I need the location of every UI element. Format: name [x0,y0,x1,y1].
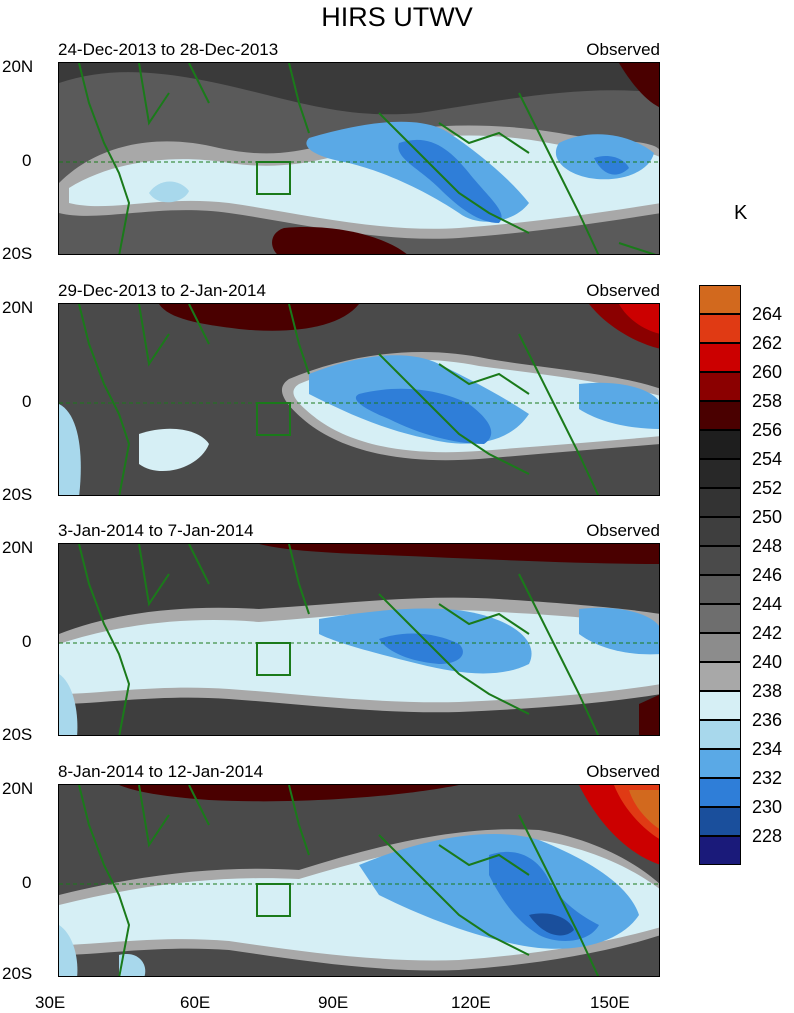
colorbar-swatch [699,372,741,401]
colorbar-tick-label: 256 [752,420,783,440]
colorbar-tick-label: 238 [752,681,783,701]
colorbar-swatch [699,604,741,633]
colorbar-swatch [699,662,741,691]
panel-date-range: 3-Jan-2014 to 7-Jan-2014 [58,521,254,540]
colorbar-swatch [699,691,741,720]
y-tick-label-20s: 20S [2,244,33,263]
y-tick-label-20s: 20S [2,725,33,744]
colorbar-swatch [699,836,741,865]
x-tick-label-150e: 150E [590,993,630,1012]
y-tick-label-0: 0 [22,632,32,651]
panel-source-label: Observed [586,762,660,781]
colorbar-tick-label: 242 [752,623,783,643]
heatmap-field [59,785,659,976]
colorbar-tick-label: 234 [752,739,783,759]
y-tick-label-20n: 20N [2,779,34,798]
panel-date-range: 24-Dec-2013 to 28-Dec-2013 [58,40,279,59]
colorbar-tick-label: 260 [752,362,783,382]
x-tick-label-120e: 120E [451,993,491,1012]
colorbar-tick-label: 240 [752,652,783,672]
heatmap-plot-area [58,543,660,736]
colorbar-swatch [699,459,741,488]
panel-date-range: 29-Dec-2013 to 2-Jan-2014 [58,281,266,300]
heatmap-plot-area [58,784,660,977]
colorbar-tick-label: 254 [752,449,783,469]
colorbar-tick-label: 244 [752,594,783,614]
y-tick-label-20s: 20S [2,485,33,504]
colorbar-tick-label: 232 [752,768,783,788]
colorbar-tick-label: 246 [752,565,783,585]
colorbar-swatch [699,343,741,372]
colorbar-swatch [699,488,741,517]
y-tick-label-0: 0 [22,873,32,892]
y-tick-label-20n: 20N [2,538,34,557]
heatmap-field [59,304,659,495]
colorbar-swatch [699,633,741,662]
heatmap-field [59,63,659,254]
y-tick-label-20n: 20N [2,298,34,317]
colorbar-tick-label: 236 [752,710,783,730]
colorbar-swatch [699,285,741,314]
colorbar-swatch [699,401,741,430]
y-tick-label-0: 0 [22,151,32,170]
x-tick-label-30e: 30E [35,993,66,1012]
colorbar [699,285,741,867]
colorbar-tick-label: 258 [752,391,783,411]
figure-title: HIRS UTWV [321,2,473,32]
colorbar-swatch [699,749,741,778]
colorbar-swatch [699,807,741,836]
colorbar-swatch [699,778,741,807]
x-tick-label-60e: 60E [180,993,211,1012]
x-tick-label-90e: 90E [318,993,349,1012]
heatmap-plot-area [58,303,660,496]
map-panel-4: 8-Jan-2014 to 12-Jan-2014 Observed [0,722,700,977]
panel-source-label: Observed [586,281,660,300]
colorbar-swatch [699,517,741,546]
map-panel-2: 29-Dec-2013 to 2-Jan-2014 Observed [0,241,700,496]
y-tick-label-0: 0 [22,392,32,411]
y-tick-label-20s: 20S [2,964,33,983]
heatmap-plot-area [58,62,660,255]
colorbar-tick-label: 228 [752,826,783,846]
colorbar-tick-label: 252 [752,478,783,498]
colorbar-swatch [699,314,741,343]
colorbar-swatch [699,430,741,459]
map-panel-3: 3-Jan-2014 to 7-Jan-2014 Observed [0,481,700,736]
colorbar-units-label: K [734,202,748,224]
panel-source-label: Observed [586,521,660,540]
colorbar-tick-label: 248 [752,536,783,556]
panel-date-range: 8-Jan-2014 to 12-Jan-2014 [58,762,264,781]
colorbar-swatch [699,720,741,749]
colorbar-tick-label: 250 [752,507,783,527]
panel-source-label: Observed [586,40,660,59]
colorbar-swatch [699,575,741,604]
colorbar-swatch [699,546,741,575]
map-panel-1: 24-Dec-2013 to 28-Dec-2013 Observed [0,0,700,255]
colorbar-tick-label: 264 [752,304,783,324]
colorbar-tick-label: 230 [752,797,783,817]
colorbar-tick-label: 262 [752,333,783,353]
heatmap-field [59,544,659,735]
y-tick-label-20n: 20N [2,57,34,76]
